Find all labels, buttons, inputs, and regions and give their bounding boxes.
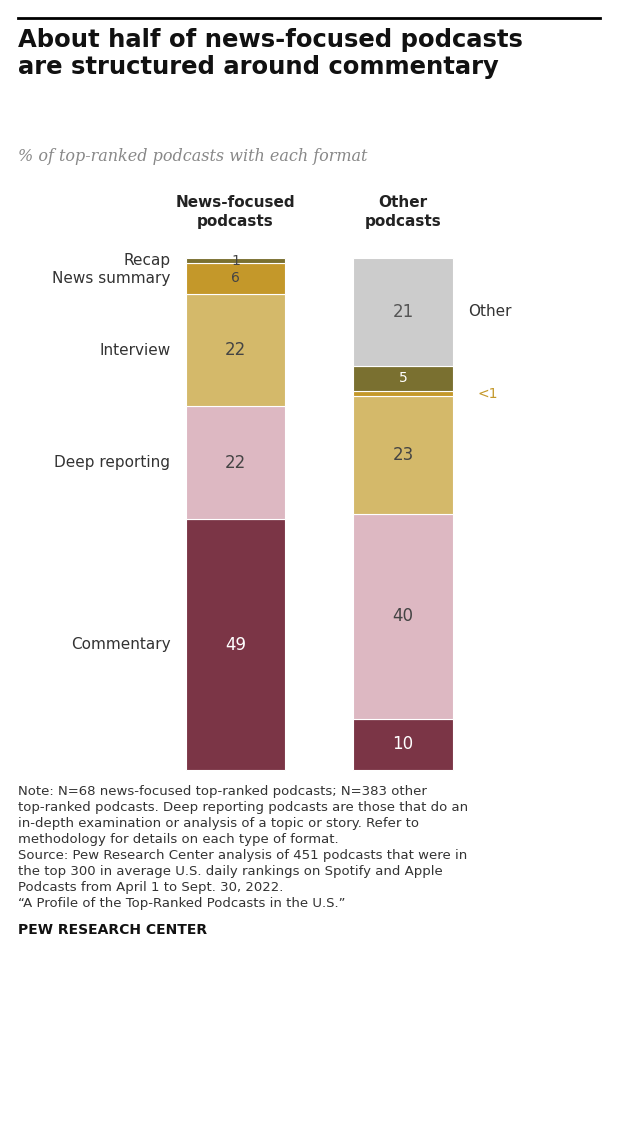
Text: 6: 6 xyxy=(231,271,240,286)
Bar xyxy=(353,391,453,396)
Text: methodology for details on each type of format.: methodology for details on each type of … xyxy=(18,833,339,846)
Bar xyxy=(353,514,453,719)
Text: top-ranked podcasts. Deep reporting podcasts are those that do an: top-ranked podcasts. Deep reporting podc… xyxy=(18,801,468,814)
Text: Other
podcasts: Other podcasts xyxy=(365,195,441,228)
Text: 21: 21 xyxy=(392,303,414,320)
Text: 22: 22 xyxy=(225,341,246,359)
Text: “A Profile of the Top-Ranked Podcasts in the U.S.”: “A Profile of the Top-Ranked Podcasts in… xyxy=(18,897,345,910)
Text: Recap: Recap xyxy=(123,253,170,269)
Text: the top 300 in average U.S. daily rankings on Spotify and Apple: the top 300 in average U.S. daily rankin… xyxy=(18,864,443,878)
Bar xyxy=(353,365,453,391)
Text: Deep reporting: Deep reporting xyxy=(55,456,170,471)
Text: % of top-ranked podcasts with each format: % of top-ranked podcasts with each forma… xyxy=(18,148,368,165)
Text: 10: 10 xyxy=(392,736,414,753)
Text: 1: 1 xyxy=(231,254,240,267)
Text: 22: 22 xyxy=(225,453,246,472)
Bar xyxy=(353,258,453,365)
Bar xyxy=(186,263,285,294)
Text: Other: Other xyxy=(468,304,512,319)
Text: Interview: Interview xyxy=(99,342,170,358)
Bar xyxy=(353,719,453,770)
Bar xyxy=(353,396,453,514)
Text: News-focused
podcasts: News-focused podcasts xyxy=(176,195,295,228)
Text: 40: 40 xyxy=(392,607,414,626)
Bar xyxy=(186,519,285,770)
Bar xyxy=(186,294,285,406)
Text: PEW RESEARCH CENTER: PEW RESEARCH CENTER xyxy=(18,923,207,937)
Text: Commentary: Commentary xyxy=(71,637,171,652)
Text: 23: 23 xyxy=(392,447,414,464)
Text: 49: 49 xyxy=(225,636,246,653)
Text: News summary: News summary xyxy=(52,271,170,286)
Bar xyxy=(186,406,285,519)
Text: <1: <1 xyxy=(477,387,498,401)
Text: Note: N=68 news-focused top-ranked podcasts; N=383 other: Note: N=68 news-focused top-ranked podca… xyxy=(18,785,427,798)
Text: About half of news-focused podcasts
are structured around commentary: About half of news-focused podcasts are … xyxy=(18,28,523,79)
Bar xyxy=(186,258,285,263)
Text: Source: Pew Research Center analysis of 451 podcasts that were in: Source: Pew Research Center analysis of … xyxy=(18,850,467,862)
Text: 5: 5 xyxy=(399,371,407,386)
Text: in-depth examination or analysis of a topic or story. Refer to: in-depth examination or analysis of a to… xyxy=(18,817,419,830)
Text: Podcasts from April 1 to Sept. 30, 2022.: Podcasts from April 1 to Sept. 30, 2022. xyxy=(18,881,283,894)
